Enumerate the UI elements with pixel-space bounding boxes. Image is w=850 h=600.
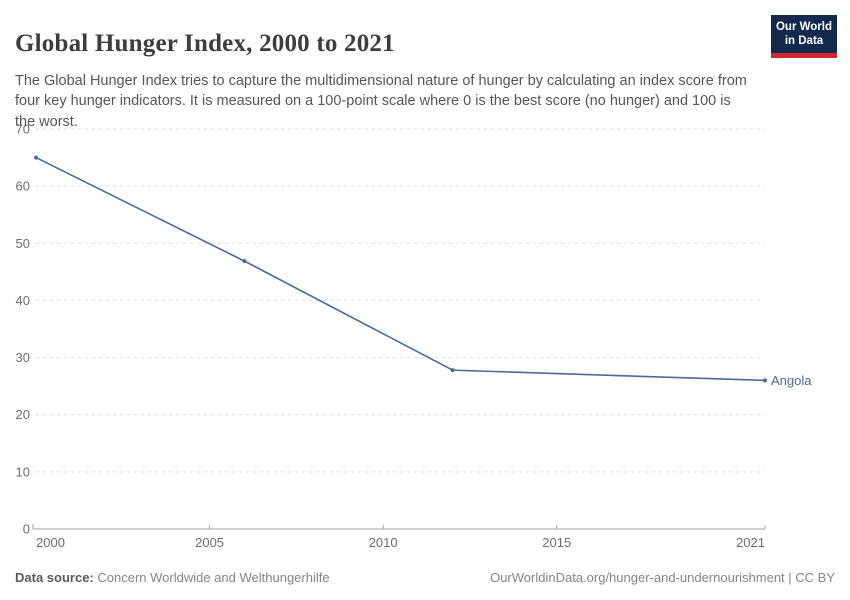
y-axis-tick-label: 30 <box>16 350 30 365</box>
x-axis-tick-label: 2021 <box>736 535 765 550</box>
owid-logo[interactable]: Our World in Data <box>771 15 837 58</box>
x-axis-tick-label: 2005 <box>195 535 224 550</box>
x-axis-tick-label: 2010 <box>369 535 398 550</box>
data-point <box>242 259 247 263</box>
data-point <box>34 155 38 160</box>
owid-logo-line2: in Data <box>784 34 824 47</box>
data-source-label: Data source: <box>15 569 94 585</box>
data-point <box>763 378 767 383</box>
owid-logo-line1: Our World <box>775 21 832 33</box>
y-axis-tick-label: 50 <box>16 236 30 251</box>
x-axis-tick-label: 2000 <box>36 535 65 550</box>
chart-footer: Data source: Concern Worldwide and Welth… <box>0 566 850 588</box>
series-line-angola <box>35 156 766 382</box>
y-axis-tick-label: 0 <box>23 522 30 537</box>
y-axis-tick-label: 60 <box>16 179 30 194</box>
y-axis-tick-label: 20 <box>16 407 30 422</box>
chart-title: Global Hunger Index, 2000 to 2021 <box>15 29 395 57</box>
y-axis-tick-label: 70 <box>16 122 30 137</box>
chart-subtitle: The Global Hunger Index tries to capture… <box>15 72 747 130</box>
data-source: Data source: Concern Worldwide and Welth… <box>15 570 330 585</box>
data-source-value: Concern Worldwide and Welthungerhilfe <box>97 569 330 585</box>
y-axis-tick-label: 10 <box>16 464 30 479</box>
x-axis-tick-label: 2015 <box>542 535 571 550</box>
line-chart: 0 10 20 30 40 50 60 70 2000 2005 2010 2015 2021 Angol… <box>0 110 850 560</box>
y-axis-tick-label: 40 <box>16 293 30 308</box>
series-end-label: Angola <box>771 373 812 388</box>
citation-link[interactable]: OurWorldinData.org/hunger-and-undernouri… <box>490 569 835 585</box>
data-point <box>450 368 455 373</box>
chart-canvas: 0 10 20 30 40 50 60 70 2000 2005 2010 2015 2021 Angol… <box>16 122 813 551</box>
